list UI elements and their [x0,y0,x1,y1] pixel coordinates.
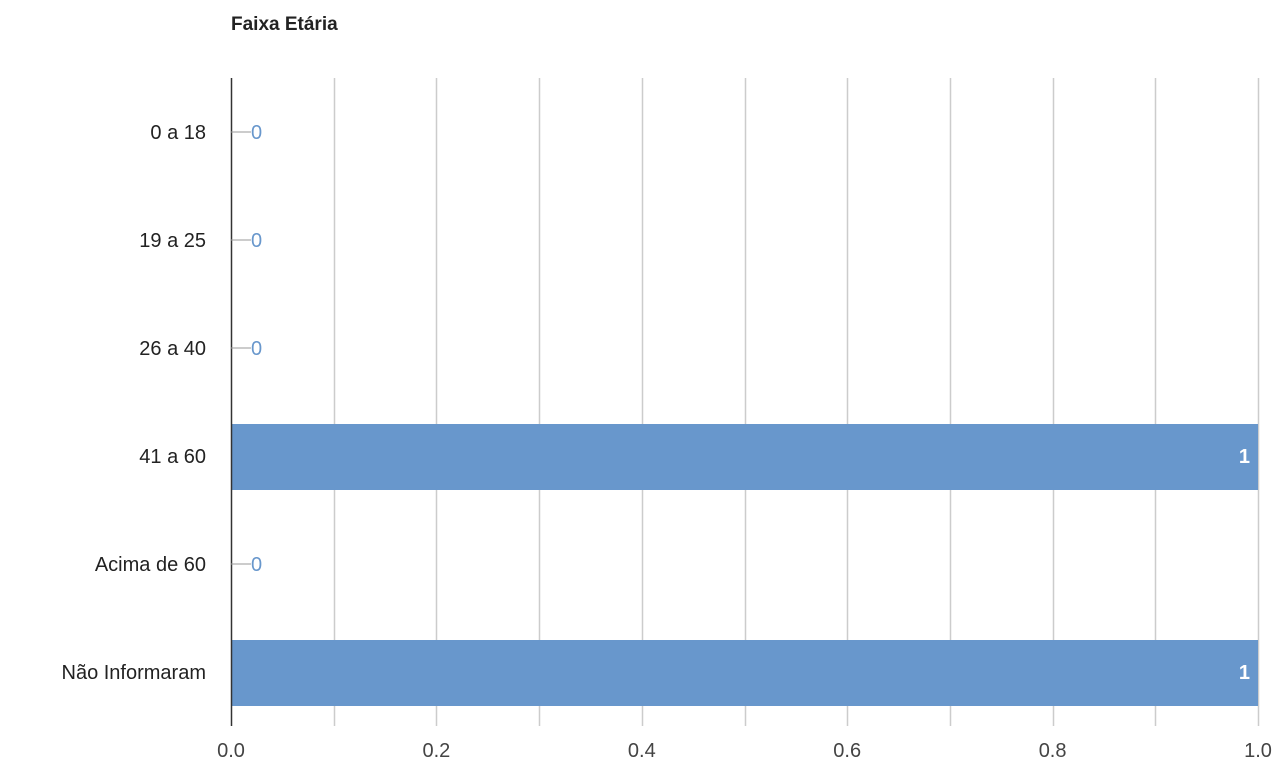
category-label: Não Informaram [62,662,207,684]
data-label: 0 [251,122,262,144]
axes: 0.0 0.2 0.4 0.6 0.8 1.0 [217,78,1272,762]
chart-title: Faixa Etária [231,14,338,35]
x-tick-label: 0.8 [1039,740,1067,762]
bar [231,640,1258,706]
x-tick-label: 0.6 [833,740,861,762]
grid-lines [333,78,1260,726]
bars [231,424,1258,706]
x-tick-label: 0.0 [217,740,245,762]
data-label: 1 [1239,446,1250,468]
x-tick-label: 0.4 [628,740,656,762]
data-label: 0 [251,554,262,576]
data-label: 0 [251,338,262,360]
bar [231,424,1258,490]
category-label: 19 a 25 [139,230,206,252]
labels: 0 a 18 0 19 a 25 0 26 a 40 0 41 a 60 1 Acima de … [62,122,1251,684]
data-label: 1 [1239,662,1250,684]
category-label: Acima de 60 [95,554,206,576]
data-label: 0 [251,230,262,252]
category-label: 41 a 60 [139,446,206,468]
x-tick-label: 0.2 [422,740,450,762]
x-tick-label: 1.0 [1244,740,1272,762]
category-label: 26 a 40 [139,338,206,360]
category-label: 0 a 18 [150,122,206,144]
